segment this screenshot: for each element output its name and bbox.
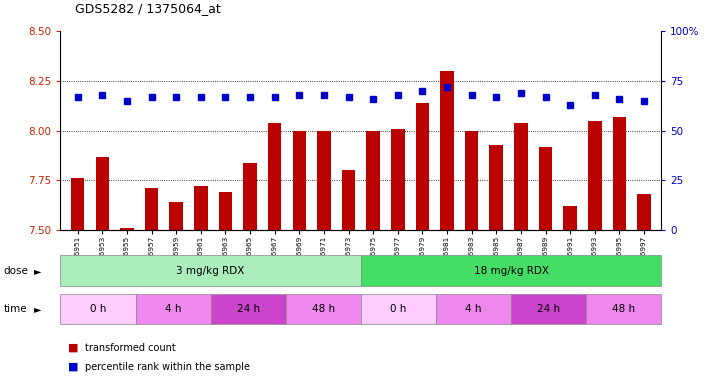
Text: 18 mg/kg RDX: 18 mg/kg RDX <box>474 266 548 276</box>
Text: ►: ► <box>34 304 42 314</box>
Text: 0 h: 0 h <box>390 304 407 314</box>
Bar <box>210 294 286 324</box>
Bar <box>511 294 586 324</box>
Bar <box>586 294 661 324</box>
Bar <box>243 162 257 230</box>
Text: 4 h: 4 h <box>465 304 482 314</box>
Bar <box>436 294 511 324</box>
Bar <box>136 294 210 324</box>
Bar <box>169 202 183 230</box>
Bar <box>268 122 282 230</box>
Bar <box>360 294 436 324</box>
Bar <box>489 144 503 230</box>
Bar <box>219 192 232 230</box>
Bar <box>60 294 136 324</box>
Bar <box>613 117 626 230</box>
Text: transformed count: transformed count <box>85 343 176 353</box>
Bar <box>120 228 134 230</box>
Text: 0 h: 0 h <box>90 304 106 314</box>
Bar <box>95 157 109 230</box>
Text: 48 h: 48 h <box>612 304 635 314</box>
Bar <box>60 255 360 286</box>
Text: ►: ► <box>34 266 42 276</box>
Bar <box>194 187 208 230</box>
Bar <box>71 179 85 230</box>
Text: 4 h: 4 h <box>165 304 181 314</box>
Bar <box>317 131 331 230</box>
Bar <box>342 170 356 230</box>
Text: time: time <box>4 304 27 314</box>
Bar <box>465 131 479 230</box>
Text: 24 h: 24 h <box>537 304 560 314</box>
Text: ■: ■ <box>68 362 78 372</box>
Text: dose: dose <box>4 266 28 276</box>
Bar <box>514 122 528 230</box>
Text: 3 mg/kg RDX: 3 mg/kg RDX <box>176 266 245 276</box>
Text: percentile rank within the sample: percentile rank within the sample <box>85 362 250 372</box>
Bar <box>292 131 306 230</box>
Bar <box>563 207 577 230</box>
Bar <box>440 71 454 230</box>
Text: ■: ■ <box>68 343 78 353</box>
Bar <box>366 131 380 230</box>
Bar <box>286 294 360 324</box>
Text: 24 h: 24 h <box>237 304 260 314</box>
Bar <box>637 194 651 230</box>
Text: 48 h: 48 h <box>311 304 335 314</box>
Bar <box>145 189 159 230</box>
Bar <box>391 129 405 230</box>
Bar <box>539 147 552 230</box>
Bar <box>360 255 661 286</box>
Bar <box>588 121 602 230</box>
Text: GDS5282 / 1375064_at: GDS5282 / 1375064_at <box>75 2 220 15</box>
Bar <box>416 103 429 230</box>
